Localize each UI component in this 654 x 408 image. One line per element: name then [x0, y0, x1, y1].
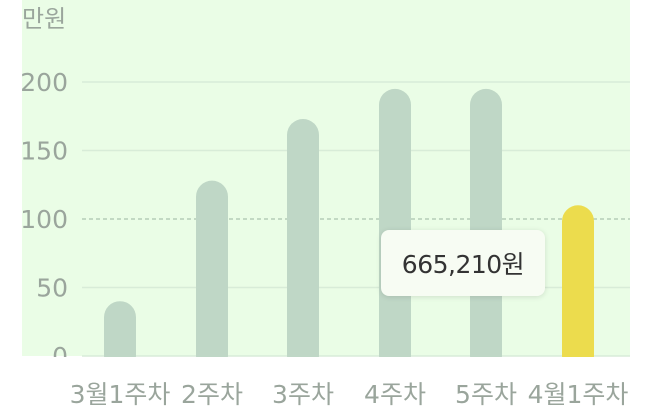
bar: [287, 118, 319, 373]
x-tick-label: 3주차: [272, 380, 334, 408]
x-tick-label: 2주차: [181, 380, 243, 408]
y-unit-label: 만원: [22, 5, 66, 33]
y-tick-label: 100: [20, 205, 68, 234]
bar: [562, 205, 594, 372]
bar: [104, 301, 136, 372]
x-tick-label: 4월1주차: [528, 380, 629, 408]
y-tick-label: 150: [20, 137, 68, 166]
y-tick-label: 200: [20, 68, 68, 97]
value-tooltip: 665,210원: [381, 230, 545, 296]
x-tick-label: 5주차: [455, 380, 517, 408]
x-tick-label: 4주차: [364, 380, 426, 408]
bar: [196, 180, 228, 372]
y-tick-label: 50: [36, 274, 68, 303]
x-tick-label: 3월1주차: [70, 380, 171, 408]
below-plot-area: [0, 357, 654, 408]
plot-background: [22, 0, 630, 356]
